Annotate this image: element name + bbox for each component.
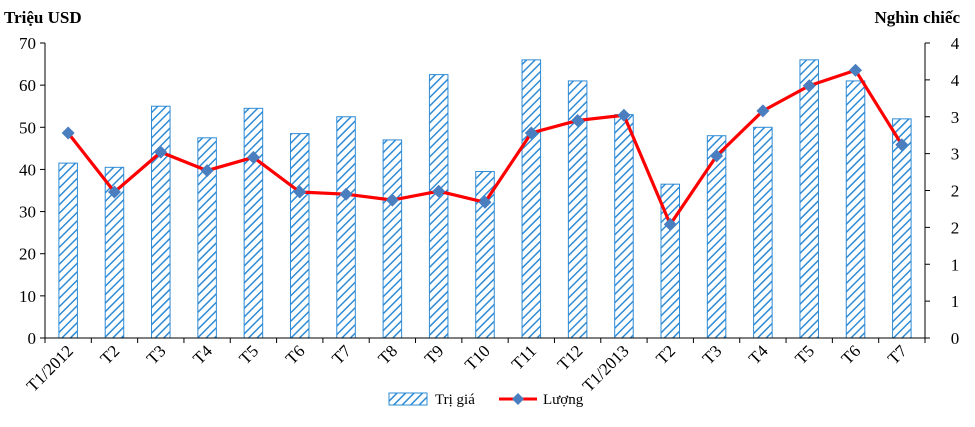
point-luong bbox=[571, 113, 585, 127]
x-tick-label: T3 bbox=[143, 341, 170, 368]
x-tick-label: T10 bbox=[461, 341, 494, 374]
bar-tri-gia bbox=[799, 59, 819, 339]
point-luong bbox=[385, 193, 399, 207]
x-tick-label: T2 bbox=[97, 341, 124, 368]
y-right-tick-label: 4 bbox=[951, 71, 960, 90]
y-right-tick-label: 2 bbox=[951, 218, 960, 237]
y-right-axis-title: Nghìn chiếc bbox=[875, 8, 961, 27]
y-left-tick-label: 60 bbox=[19, 76, 36, 95]
x-tick-label: T8 bbox=[374, 341, 401, 368]
y-left-tick-label: 70 bbox=[19, 34, 36, 53]
x-tick-label: T11 bbox=[508, 341, 540, 373]
legend-label-luong: Lượng bbox=[543, 392, 584, 408]
point-luong bbox=[107, 185, 121, 199]
y-left-tick-label: 50 bbox=[19, 118, 36, 137]
x-tick-label: T2 bbox=[652, 341, 679, 368]
bar-tri-gia bbox=[614, 114, 634, 339]
y-left-axis-title: Triệu USD bbox=[4, 8, 82, 27]
point-luong bbox=[756, 104, 770, 118]
bar-series-tri-gia bbox=[58, 59, 912, 339]
point-luong bbox=[339, 187, 353, 201]
bar-tri-gia bbox=[336, 116, 356, 339]
y-right-tick-label: 3 bbox=[951, 108, 960, 127]
x-tick-label: T7 bbox=[884, 341, 911, 368]
y-right-tick-label: 0 bbox=[951, 329, 960, 348]
point-luong bbox=[710, 149, 724, 163]
x-tick-label: T3 bbox=[699, 341, 726, 368]
y-left-tick-label: 30 bbox=[19, 203, 36, 222]
x-tick-label: T4 bbox=[189, 341, 216, 368]
y-right-tick-label: 3 bbox=[951, 145, 960, 164]
bar-tri-gia bbox=[58, 162, 78, 339]
legend-label-tri-gia: Trị giá bbox=[435, 392, 475, 408]
line-series-luong bbox=[61, 63, 909, 231]
point-luong bbox=[478, 195, 492, 209]
y-left-tick-label: 40 bbox=[19, 160, 36, 179]
point-luong bbox=[293, 185, 307, 199]
point-luong bbox=[61, 126, 75, 140]
legend-swatch-tri-gia bbox=[388, 392, 428, 406]
point-luong bbox=[663, 217, 677, 231]
y-right-tick-label: 4 bbox=[951, 34, 960, 53]
x-tick-label: T4 bbox=[745, 341, 772, 368]
bar-tri-gia bbox=[289, 133, 310, 339]
y-left-tick-label: 10 bbox=[19, 287, 36, 306]
bar-tri-gia bbox=[521, 59, 542, 339]
x-tick-label: T6 bbox=[838, 341, 865, 368]
y-left-tick-label: 20 bbox=[19, 245, 36, 264]
point-luong bbox=[154, 145, 168, 159]
x-tick-label: T7 bbox=[328, 341, 355, 368]
point-luong bbox=[802, 79, 816, 93]
point-luong bbox=[200, 164, 214, 178]
bar-tri-gia bbox=[243, 107, 264, 339]
bar-tri-gia bbox=[892, 118, 912, 339]
y-right-tick-label: 2 bbox=[951, 182, 960, 201]
bar-tri-gia bbox=[151, 105, 171, 339]
x-tick-label: T6 bbox=[282, 341, 309, 368]
legend: Trị giá Lượng bbox=[388, 392, 584, 408]
point-luong bbox=[849, 63, 863, 77]
bar-tri-gia bbox=[753, 126, 773, 339]
legend-swatch-luong-marker bbox=[512, 393, 524, 405]
point-luong bbox=[895, 138, 909, 152]
y-right-tick-label: 1 bbox=[951, 255, 960, 274]
point-luong bbox=[432, 184, 446, 198]
bar-tri-gia bbox=[428, 74, 449, 339]
point-luong bbox=[617, 108, 631, 122]
y-left-tick-label: 0 bbox=[28, 329, 37, 348]
x-tick-label: T12 bbox=[554, 341, 587, 374]
point-luong bbox=[246, 150, 260, 164]
x-tick-label: T5 bbox=[235, 341, 262, 368]
x-tick-label: T1/2012 bbox=[23, 341, 77, 395]
bar-tri-gia bbox=[845, 80, 866, 339]
x-tick-label: T9 bbox=[421, 341, 448, 368]
bar-tri-gia bbox=[382, 139, 403, 339]
y-right-tick-label: 1 bbox=[951, 292, 960, 311]
x-tick-label: T1/2013 bbox=[579, 341, 633, 395]
x-tick-label: T5 bbox=[791, 341, 818, 368]
point-luong bbox=[524, 126, 538, 140]
